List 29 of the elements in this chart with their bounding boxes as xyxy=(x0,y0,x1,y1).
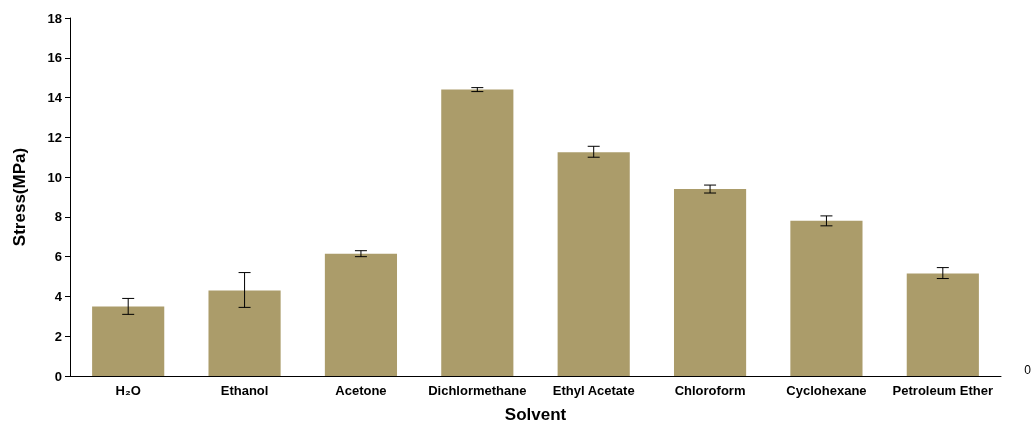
bar xyxy=(906,273,979,376)
x-tick-label: Acetone xyxy=(335,383,387,398)
y-tick-label: 18 xyxy=(47,10,62,26)
bar xyxy=(92,306,165,376)
y-tick-label: 4 xyxy=(54,288,63,304)
x-tick-label: H₂O xyxy=(115,383,141,398)
x-tick-label: Ethyl Acetate xyxy=(552,383,635,398)
bar xyxy=(324,253,398,376)
y-tick-label: 8 xyxy=(54,209,62,225)
bar xyxy=(673,189,747,376)
x-tick-label: Ethanol xyxy=(220,383,269,398)
y-tick-label: 10 xyxy=(47,169,62,185)
x-tick-label: Dichlormethane xyxy=(428,383,527,398)
y-tick-label: 14 xyxy=(47,90,63,106)
x-tick-label: Cyclohexane xyxy=(786,383,867,398)
x-axis-title: Solvent xyxy=(504,405,567,424)
y-tick-label: 2 xyxy=(54,328,62,344)
y-tick-label: 12 xyxy=(47,129,62,145)
bar xyxy=(557,152,630,376)
y-tick-label: 6 xyxy=(54,249,62,265)
x-tick-label: Chloroform xyxy=(674,383,746,398)
x-tick-label: Petroleum Ether xyxy=(892,383,994,398)
y-axis-title: Stress(MPa) xyxy=(10,147,29,247)
bar xyxy=(790,220,863,376)
bar xyxy=(208,290,281,376)
bar xyxy=(441,89,514,376)
text: 0 xyxy=(1024,363,1032,377)
y-tick-label: 16 xyxy=(47,50,62,66)
y-tick-label: 0 xyxy=(54,368,62,384)
